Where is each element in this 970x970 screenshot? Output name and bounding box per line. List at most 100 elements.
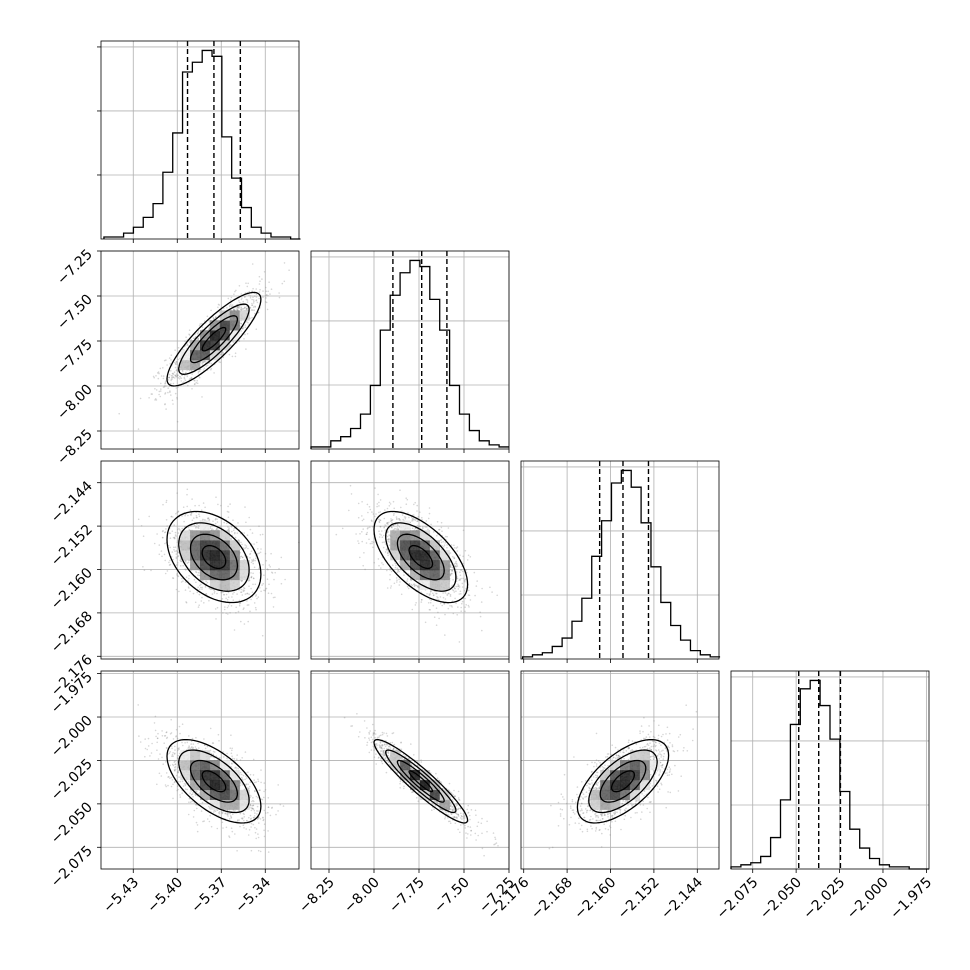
sample-point <box>240 298 243 301</box>
sample-point <box>162 503 164 506</box>
sample-point <box>393 507 395 510</box>
sample-point <box>265 290 268 293</box>
sample-point <box>267 592 270 594</box>
sample-point <box>175 369 178 372</box>
sample-point <box>188 333 190 335</box>
sample-point <box>242 608 245 611</box>
sample-point <box>394 527 396 530</box>
sample-point <box>164 392 167 394</box>
sample-point <box>253 779 255 781</box>
sample-point <box>245 282 247 284</box>
sample-point <box>473 571 476 574</box>
sample-point <box>454 597 456 600</box>
sample-point <box>258 552 260 554</box>
sample-point <box>177 754 179 757</box>
sample-point <box>175 363 177 365</box>
sample-point <box>453 544 455 547</box>
sample-point <box>201 326 204 329</box>
sample-point <box>432 531 435 533</box>
sample-point <box>369 542 372 545</box>
sample-point <box>241 594 244 596</box>
sample-point <box>177 528 179 531</box>
sample-point <box>234 536 237 539</box>
sample-point <box>256 597 258 600</box>
sample-point <box>428 507 431 509</box>
sample-point <box>240 588 243 591</box>
sample-point <box>260 548 262 550</box>
sample-point <box>198 588 201 590</box>
scatter-panel-1-2 <box>310 460 510 663</box>
sample-point <box>186 493 188 496</box>
sample-point <box>162 375 165 377</box>
sample-point <box>161 555 163 558</box>
sample-point <box>382 534 385 537</box>
sample-point <box>230 605 233 607</box>
sample-point <box>284 578 286 581</box>
sample-point <box>421 516 423 519</box>
sample-point <box>244 547 246 550</box>
sample-point <box>245 298 248 301</box>
sample-point <box>175 374 177 377</box>
sample-point <box>259 587 261 589</box>
sample-point <box>192 796 194 798</box>
sample-point <box>278 292 280 294</box>
sample-point <box>259 551 262 554</box>
sample-point <box>230 538 232 540</box>
sample-point <box>396 523 399 526</box>
sample-point <box>442 540 444 543</box>
sample-point <box>168 373 171 376</box>
sample-point <box>154 399 156 401</box>
sample-point <box>240 322 242 325</box>
sample-point <box>252 299 255 301</box>
sample-point <box>180 377 183 379</box>
sample-point <box>210 367 213 370</box>
sample-point <box>413 503 415 506</box>
sample-point <box>412 519 414 522</box>
sample-point <box>378 501 380 504</box>
sample-point <box>137 518 140 521</box>
sample-point <box>232 519 234 521</box>
sample-point <box>218 361 220 363</box>
sample-point <box>210 309 212 312</box>
sample-point <box>401 514 404 516</box>
sample-point <box>171 376 173 379</box>
sample-point <box>433 616 436 618</box>
sample-point <box>161 735 164 737</box>
sample-point <box>231 757 234 760</box>
sample-point <box>252 287 254 290</box>
density-cell <box>200 530 211 541</box>
sample-point <box>184 589 187 591</box>
sample-point <box>220 504 222 507</box>
sample-point <box>265 587 268 590</box>
sample-point <box>185 336 187 338</box>
sample-point <box>250 598 252 601</box>
sample-point <box>197 571 200 574</box>
sample-point <box>153 376 155 379</box>
sample-point <box>231 747 233 750</box>
sample-point <box>377 493 379 496</box>
sample-point <box>365 542 368 544</box>
sample-point <box>416 520 419 523</box>
sample-point <box>188 577 190 580</box>
sample-point <box>455 602 457 605</box>
sample-point <box>172 373 175 375</box>
sample-point <box>197 338 200 340</box>
sample-point <box>363 552 365 554</box>
sample-point <box>371 526 374 528</box>
sample-point <box>169 546 171 549</box>
sample-point <box>224 606 226 608</box>
sample-point <box>168 376 170 379</box>
sample-point <box>170 354 173 356</box>
sample-point <box>240 620 242 623</box>
sample-point <box>164 383 166 385</box>
sample-point <box>416 524 419 527</box>
sample-point <box>441 530 443 532</box>
sample-point <box>263 574 265 576</box>
sample-point <box>181 792 183 794</box>
sample-point <box>168 357 171 359</box>
sample-point <box>246 308 248 310</box>
sample-point <box>185 561 187 563</box>
sample-point <box>239 759 242 761</box>
sample-point <box>372 541 375 543</box>
sample-point <box>272 596 275 599</box>
